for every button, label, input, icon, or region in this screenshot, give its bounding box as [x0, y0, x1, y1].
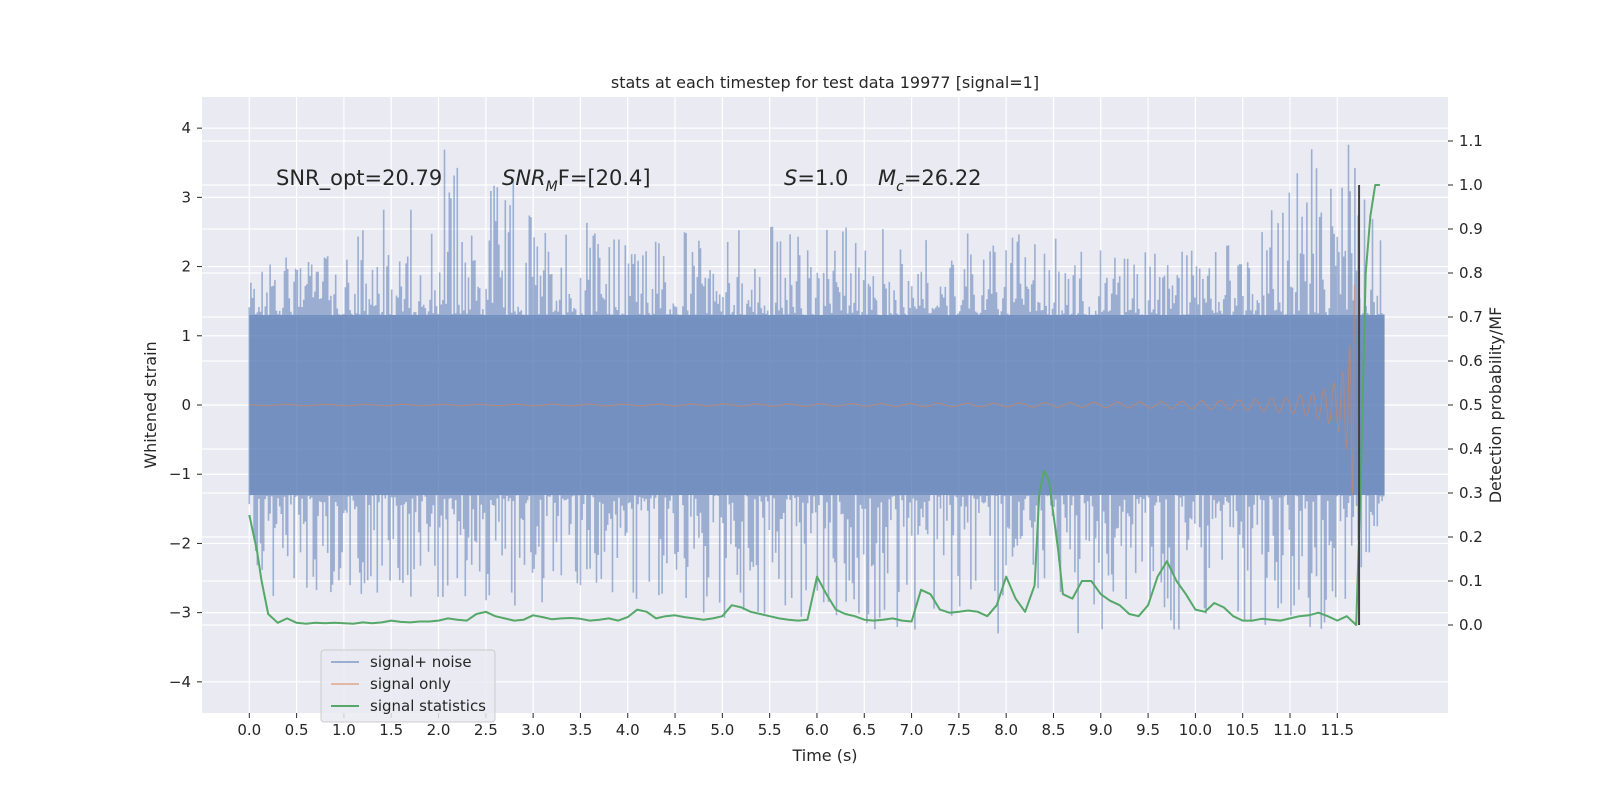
- y-left-tick-label-0: 4: [181, 119, 191, 137]
- signal-noise-series: [248, 144, 1385, 634]
- legend-label-signal-statistics: signal statistics: [370, 697, 486, 715]
- y-right-tick-label-6: 0.5: [1459, 396, 1483, 414]
- y-right-tick-label-9: 0.2: [1459, 528, 1483, 546]
- y-right-tick-label-0: 1.1: [1459, 132, 1483, 150]
- x-tick-label-4: 2.0: [427, 721, 451, 739]
- annotation-s: S=1.0: [784, 166, 848, 190]
- plot-area: [248, 144, 1385, 634]
- legend: signal+ noise signal only signal statist…: [320, 649, 496, 723]
- annotation-snr-mf-base: SNR: [502, 166, 546, 190]
- x-tick-label-8: 4.0: [616, 721, 640, 739]
- y-right-tick-label-7: 0.4: [1459, 440, 1483, 458]
- x-tick-label-10: 5.0: [710, 721, 734, 739]
- x-tick-label-13: 6.5: [852, 721, 876, 739]
- y-right-tick-label-3: 0.8: [1459, 264, 1483, 282]
- x-axis: 0.0 0.5 1.0 1.5 2.0 2.5 3.0 3.5 4.0 4.5 5.0 5.5 6.0 6…: [237, 713, 1354, 739]
- y-right-tick-label-10: 0.1: [1459, 572, 1483, 590]
- y-left-tick-label-7: −3: [169, 604, 191, 622]
- y-right-tick-label-5: 0.6: [1459, 352, 1483, 370]
- y-right-tick-label-11: 0.0: [1459, 616, 1483, 634]
- annotation-snr-mf: SNRMF=[20.4]: [502, 166, 651, 195]
- x-tick-label-0: 0.0: [237, 721, 261, 739]
- y-left-tick-label-6: −2: [169, 534, 191, 552]
- y-axis-right: 1.1 1.0 0.9 0.8 0.7 0.6 0.5 0.4 0.3 0.2 0.1 0.0: [1448, 132, 1483, 634]
- signal-only-series: [249, 284, 1355, 495]
- x-tick-label-15: 7.5: [947, 721, 971, 739]
- y-axis-right-title: Detection probability/MF: [1486, 307, 1505, 504]
- annotation-snr-opt: SNR_opt=20.79: [276, 166, 442, 191]
- x-tick-label-22: 11.0: [1273, 721, 1306, 739]
- x-axis-title: Time (s): [791, 746, 857, 765]
- legend-box: [320, 649, 496, 723]
- y-right-tick-label-2: 0.9: [1459, 220, 1483, 238]
- legend-label-signal-noise: signal+ noise: [370, 653, 472, 671]
- annotation-mc-symbol: M: [878, 166, 896, 190]
- x-tick-label-20: 10.0: [1179, 721, 1212, 739]
- x-tick-label-11: 5.5: [758, 721, 782, 739]
- y-axis-left: 4 3 2 1 0 −1 −2 −3 −4: [169, 119, 202, 691]
- x-tick-label-16: 8.0: [994, 721, 1018, 739]
- y-right-tick-label-8: 0.3: [1459, 484, 1483, 502]
- legend-label-signal-only: signal only: [370, 675, 451, 693]
- x-tick-label-9: 4.5: [663, 721, 687, 739]
- signal-statistics-series: [248, 184, 1380, 626]
- x-tick-label-21: 10.5: [1226, 721, 1259, 739]
- y-right-tick-label-4: 0.7: [1459, 308, 1483, 326]
- x-tick-label-19: 9.5: [1136, 721, 1160, 739]
- y-left-tick-label-8: −4: [169, 673, 191, 691]
- annotation-mc: Mc=26.22: [878, 166, 982, 195]
- x-tick-label-6: 3.0: [521, 721, 545, 739]
- annotation-mc-value: =26.22: [904, 166, 982, 190]
- y-axis-left-title: Whitened strain: [141, 341, 160, 468]
- chart-title: stats at each timestep for test data 199…: [611, 73, 1039, 92]
- y-left-tick-label-5: −1: [169, 465, 191, 483]
- annotation-s-value: =1.0: [797, 166, 848, 190]
- annotation-snr-mf-sub: M: [546, 179, 558, 195]
- x-tick-label-3: 1.5: [379, 721, 403, 739]
- y-left-tick-label-1: 3: [181, 188, 191, 206]
- annotation-s-symbol: S: [784, 166, 797, 190]
- x-tick-label-23: 11.5: [1321, 721, 1354, 739]
- x-tick-label-12: 6.0: [805, 721, 829, 739]
- x-tick-label-5: 2.5: [474, 721, 498, 739]
- x-tick-label-1: 0.5: [285, 721, 309, 739]
- x-tick-label-14: 7.0: [900, 721, 924, 739]
- y-left-tick-label-4: 0: [181, 396, 191, 414]
- x-tick-label-17: 8.5: [1042, 721, 1066, 739]
- y-left-tick-label-3: 1: [181, 327, 191, 345]
- y-right-tick-label-1: 1.0: [1459, 176, 1483, 194]
- y-left-tick-label-2: 2: [181, 258, 191, 276]
- x-tick-label-2: 1.0: [332, 721, 356, 739]
- annotations: SNR_opt=20.79 SNRMF=[20.4] S=1.0 Mc=26.2…: [276, 166, 982, 195]
- x-tick-label-7: 3.5: [569, 721, 593, 739]
- x-tick-label-18: 9.0: [1089, 721, 1113, 739]
- annotation-mc-subscript: c: [896, 179, 904, 195]
- annotation-snr-mf-rest: F=[20.4]: [558, 166, 651, 190]
